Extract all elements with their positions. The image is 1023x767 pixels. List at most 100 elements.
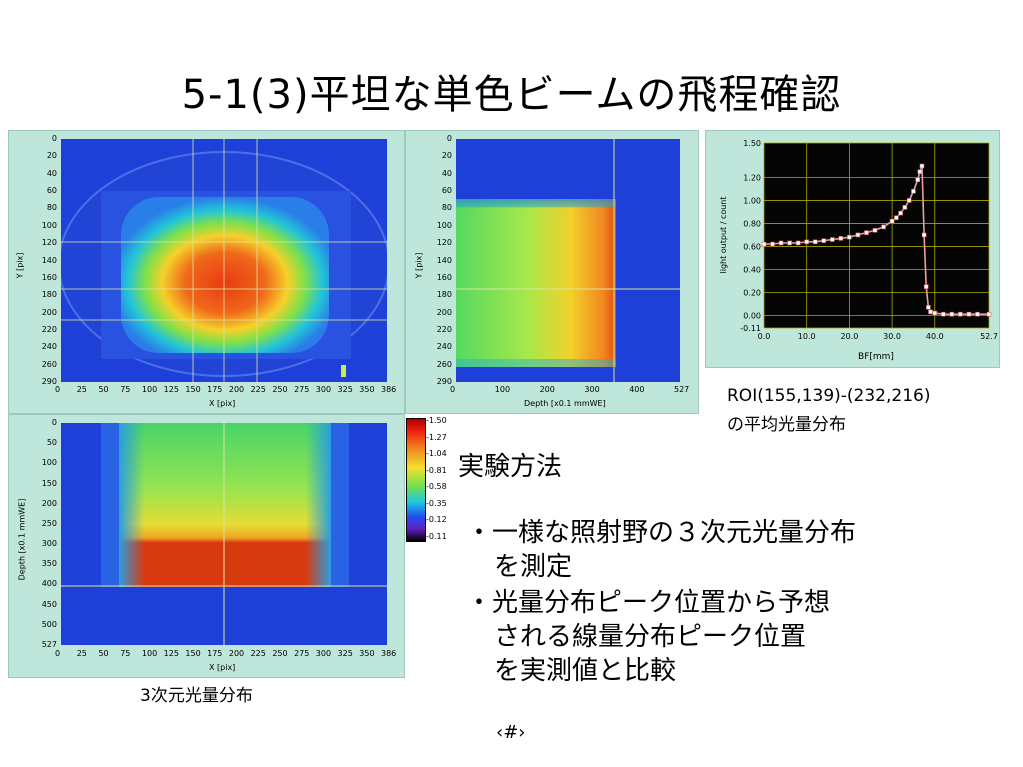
- xz-y-tick: 500: [41, 619, 57, 629]
- xz-x-tick: 100: [141, 649, 158, 658]
- colorbar-tick: -0.11: [426, 532, 447, 541]
- xz-y-tick: 527: [41, 640, 57, 649]
- xy-y-tick: 20: [46, 151, 57, 161]
- xz-x-tick: 0: [55, 649, 61, 658]
- xy-y-tick: 120: [41, 238, 57, 248]
- xz-x-tick: 225: [250, 649, 266, 658]
- chart-data-point: [864, 230, 869, 235]
- xz-x-tick: 200: [228, 649, 245, 658]
- chart-x-label: BF[mm]: [858, 352, 894, 362]
- chart-data-point: [795, 240, 801, 246]
- xz-x-tick: 25: [76, 649, 87, 658]
- method-bullet2-line2: される線量分布ピーク位置: [494, 622, 807, 652]
- xz-x-tick: 250: [272, 649, 288, 658]
- xy-y-tick: 160: [41, 272, 57, 282]
- chart-y-tick: 1.50: [743, 139, 761, 148]
- chart-data-point: [926, 305, 931, 310]
- light-output-chart: 1.50 1.20 1.00 0.80 0.60 0.40 0.20 0.00 -0.11 0.…: [719, 139, 998, 362]
- xy-x-tick: 25: [76, 385, 87, 394]
- yz-y-tick: 290: [436, 377, 452, 386]
- yz-y-tick: 180: [436, 290, 452, 300]
- xy-x-tick: 75: [120, 385, 131, 394]
- yz-y-tick: 240: [436, 342, 452, 352]
- chart-x-tick: 52.7: [980, 332, 998, 341]
- xz-projection-panel: 0 25 50 75 100 125 150 175 200 225 250 275 300 325 350…: [8, 414, 405, 678]
- chart-data-point: [778, 240, 784, 246]
- method-bullet2-line3: を実測値と比較: [494, 656, 677, 686]
- yz-y-tick: 260: [436, 359, 452, 369]
- chart-data-point: [894, 215, 899, 220]
- yz-y-tick: 200: [436, 307, 452, 317]
- dist3d-caption: 3次元光量分布: [140, 686, 253, 706]
- chart-data-point: [986, 311, 992, 317]
- yz-y-tick: 60: [441, 186, 452, 196]
- xy-x-tick: 125: [163, 385, 179, 394]
- chart-data-point: [921, 232, 927, 238]
- yz-y-tick: 120: [436, 238, 452, 248]
- chart-x-tick: 10.0: [798, 332, 816, 341]
- chart-data-point: [855, 232, 861, 238]
- xy-x-tick: 0: [55, 385, 61, 394]
- light-output-chart-panel: 1.50 1.20 1.00 0.80 0.60 0.40 0.20 0.00 -0.11 0.…: [705, 130, 1000, 368]
- yz-y-tick: 0: [446, 134, 452, 143]
- xy-x-tick: 200: [228, 385, 245, 394]
- method-heading: 実験方法: [458, 452, 563, 482]
- yz-y-tick: 40: [441, 168, 452, 178]
- xy-x-tick: 50: [98, 385, 109, 394]
- chart-data-point: [915, 177, 921, 183]
- yz-y-label: Y [pix]: [414, 252, 424, 279]
- xz-y-tick: 200: [41, 498, 57, 508]
- xz-y-tick: 150: [41, 478, 57, 488]
- chart-data-point: [830, 237, 835, 242]
- colorbar-tick: -0.35: [426, 498, 447, 508]
- method-bullet1-line2: を測定: [494, 552, 573, 582]
- colorbar-tick: -0.58: [426, 482, 447, 492]
- colorbar-tick: -1.50: [426, 416, 447, 425]
- chart-data-point: [838, 236, 844, 241]
- yz-x-tick: 100: [494, 385, 511, 394]
- chart-data-point: [847, 234, 852, 240]
- chart-data-point: [872, 228, 878, 233]
- xy-y-tick: 80: [46, 203, 57, 213]
- roi-caption-line2: の平均光量分布: [727, 415, 846, 435]
- yz-y-tick: 80: [441, 203, 452, 213]
- chart-data-point: [966, 311, 972, 317]
- chart-data-point: [761, 241, 767, 247]
- chart-data-point: [941, 311, 946, 317]
- xy-y-tick: 260: [41, 359, 57, 369]
- xy-y-tick: 100: [41, 220, 57, 230]
- xy-y-tick: 40: [46, 168, 57, 178]
- xz-x-tick: 50: [98, 649, 109, 658]
- xy-y-tick: 290: [41, 377, 57, 386]
- xz-heatmap: [61, 423, 387, 645]
- chart-x-tick: 20.0: [840, 332, 858, 341]
- xz-x-tick: 386: [381, 649, 397, 658]
- xy-y-tick: 140: [41, 255, 57, 265]
- chart-x-tick: 30.0: [883, 332, 901, 341]
- xz-y-tick: 250: [41, 518, 57, 528]
- yz-y-tick: 100: [436, 220, 452, 230]
- chart-data-point: [821, 238, 827, 243]
- xy-x-tick: 300: [315, 385, 332, 394]
- colorbar-tick: -1.27: [426, 432, 447, 442]
- page-number: ‹#›: [496, 722, 526, 743]
- xy-x-tick: 275: [294, 385, 310, 394]
- chart-data-point: [975, 311, 980, 317]
- chart-data-point: [919, 163, 925, 169]
- yz-y-tick: 20: [441, 151, 452, 161]
- chart-y-tick: -0.11: [740, 324, 761, 333]
- xy-y-tick: 180: [41, 290, 57, 300]
- colorbar-tick: -0.81: [426, 465, 447, 475]
- xy-y-tick: 60: [46, 186, 57, 196]
- yz-x-tick: 200: [539, 385, 555, 394]
- xz-x-tick: 75: [120, 649, 131, 658]
- xy-x-tick: 386: [381, 385, 397, 394]
- yz-x-tick: 0: [450, 385, 456, 394]
- chart-y-tick: 0.00: [743, 311, 761, 320]
- xy-x-tick: 100: [141, 385, 158, 394]
- chart-data-point: [881, 224, 886, 230]
- xz-x-tick: 275: [294, 649, 310, 658]
- xz-y-tick: 100: [41, 458, 57, 468]
- xy-y-tick: 240: [41, 342, 57, 352]
- colorbar-tick: -1.04: [426, 449, 447, 459]
